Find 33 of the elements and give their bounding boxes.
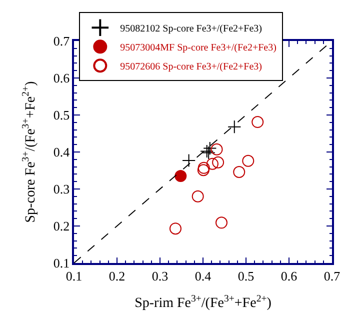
legend-label: 95073004MF Sp-core Fe3+/(Fe2+Fe3) [120,42,276,54]
x-tick-label: 0.6 [280,268,298,284]
y-tick-label: 0.2 [53,218,70,234]
y-tick-label: 0.5 [53,108,70,123]
point [252,116,264,128]
point [228,120,242,134]
point [198,162,210,174]
x-tick-label: 0.3 [152,268,168,284]
point [174,170,187,182]
y-tick-label: 0.3 [53,182,70,197]
point [233,166,246,178]
point [203,142,217,156]
point [197,164,210,176]
point [192,190,204,202]
y-tick-label: 0.6 [53,70,70,86]
x-tick-label: 0.5 [238,268,254,284]
point [212,156,224,168]
x-tick-label: 0.4 [194,268,212,284]
point [169,222,182,235]
legend-label: 95072606 Sp-core Fe3+/(Fe2+Fe3) [120,62,262,73]
point [182,154,196,168]
point [206,158,218,170]
point [215,216,228,229]
x-axis-title: Sp-rim Fe$^{3+}$/(Fe$^{3+}$+Fe$^{2+}$) [134,293,272,312]
x-tick-label: 0.1 [66,268,82,284]
legend-label: 95082102 Sp-core Fe3+/(Fe2+Fe3) [120,24,262,35]
y-tick-label: 0.1 [53,256,70,271]
point [242,154,254,167]
y-tick-label: 0.7 [53,34,70,49]
x-tick-label: 0.7 [324,268,341,284]
y-tick-label: 0.4 [53,144,70,160]
x-tick-label: 0.2 [108,268,126,284]
point [210,143,223,156]
